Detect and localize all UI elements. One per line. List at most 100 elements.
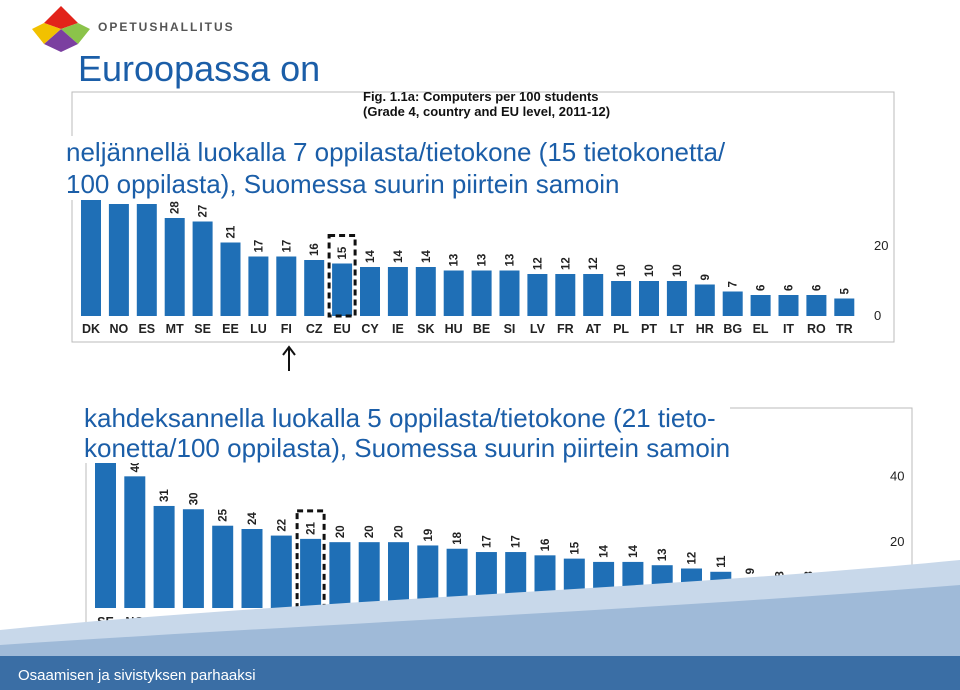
category-label: EL [753,322,769,336]
bar-tr [834,298,855,316]
data-label: 20 [364,525,376,538]
bar-it [778,295,799,316]
category-label: CY [361,322,379,336]
bar-es [153,505,175,608]
data-label: 21 [226,225,238,238]
bar-at [583,274,604,316]
data-label: 14 [365,250,377,263]
category-label: FR [557,322,574,336]
data-label: 21 [306,521,318,534]
data-label: 6 [756,285,768,291]
data-label: 17 [511,535,523,548]
data-label: 28 [170,201,182,214]
y-tick-label: 0 [874,308,881,323]
bar-no [108,204,129,316]
arrow-up-icon [282,345,296,371]
bar-fi [276,256,297,316]
org-name: OPETUSHALLITUS [98,20,235,34]
bar-cz [304,260,325,316]
category-label: BG [723,322,742,336]
data-label: 14 [421,250,433,263]
data-label: 15 [337,246,349,259]
chart-frame [71,91,895,343]
data-label: 20 [394,525,406,538]
bar-fr [555,274,576,316]
data-label: 18 [452,531,464,544]
footer-bar [0,656,960,690]
bar-lu [248,256,269,316]
bar-dk [182,509,204,608]
category-label: BE [473,322,490,336]
bar-pt [639,281,659,316]
highlight-box [295,509,326,610]
grade4-text-line2: 100 oppilasta), Suomessa suurin piirtein… [66,169,620,199]
bar-ie [387,267,408,316]
category-label: NO [110,322,129,336]
category-label: EU [333,322,350,336]
bar-ie [417,545,439,608]
figure-caption-line2: (Grade 4, country and EU level, 2011-12) [363,104,611,119]
bar-cy [360,267,380,316]
category-label: HU [445,322,463,336]
grade4-text-line1: neljännellä luokalla 7 oppilasta/tietoko… [66,137,726,167]
category-label: ES [138,322,155,336]
category-label: HR [696,322,714,336]
category-label: SI [504,322,516,336]
bar-se [95,453,116,608]
data-label: 31 [159,489,171,502]
bar-eu [332,263,353,316]
chart-grade4: 34DK32NO32ES28MT27SE21EE17LU17FI16CZ15EU… [71,91,895,343]
highlight-box [327,234,357,318]
bar-lv [527,274,548,316]
data-label: 12 [588,257,600,270]
data-label: 13 [657,548,669,561]
data-label: 24 [247,512,259,525]
category-label: EE [222,322,239,336]
bar-el [750,295,771,316]
bar-hu [443,270,464,316]
data-label: 15 [569,541,581,554]
category-label: LT [670,322,685,336]
category-label: IE [392,322,404,336]
grade8-text: kahdeksannella luokalla 5 oppilasta/tiet… [84,403,731,463]
category-label: FI [281,322,292,336]
bar-fi [358,542,380,608]
grade8-text-line2: konetta/100 oppilasta), Suomessa suurin … [84,433,731,463]
bar-se [192,221,213,316]
data-label: 10 [616,264,628,277]
category-label: AT [585,322,601,336]
bar-es [136,204,157,316]
data-label: 6 [784,285,796,291]
y-tick-label: 40 [890,468,904,483]
data-label: 13 [477,254,489,267]
bar-lt [666,281,687,316]
data-label: 17 [281,240,293,253]
bar-pl [611,281,632,316]
data-label: 10 [672,264,684,277]
data-label: 16 [309,243,321,256]
figure-caption: Fig. 1.1a: Computers per 100 students (G… [363,89,610,119]
bar-at [388,542,409,608]
data-label: 14 [599,545,611,558]
y-tick-label: 20 [874,238,888,253]
bar-sk [415,267,436,316]
category-label: LV [530,322,546,336]
data-label: 19 [423,529,435,542]
bar-ee [220,242,241,316]
data-label: 14 [628,545,640,558]
bar-si [499,270,520,316]
category-label: TR [836,322,853,336]
category-label: RO [807,322,826,336]
data-label: 16 [540,539,552,552]
bar-be [471,270,492,316]
data-label: 9 [700,274,712,280]
category-label: DK [82,322,100,336]
grade8-text-line1: kahdeksannella luokalla 5 oppilasta/tiet… [84,403,716,433]
data-label: 17 [253,240,265,253]
bar-mt [164,218,185,316]
bar-fr [446,548,468,608]
footer-swoosh [0,560,960,660]
data-label: 13 [505,254,517,267]
data-label: 14 [393,250,405,263]
data-label: 8 [774,571,786,578]
